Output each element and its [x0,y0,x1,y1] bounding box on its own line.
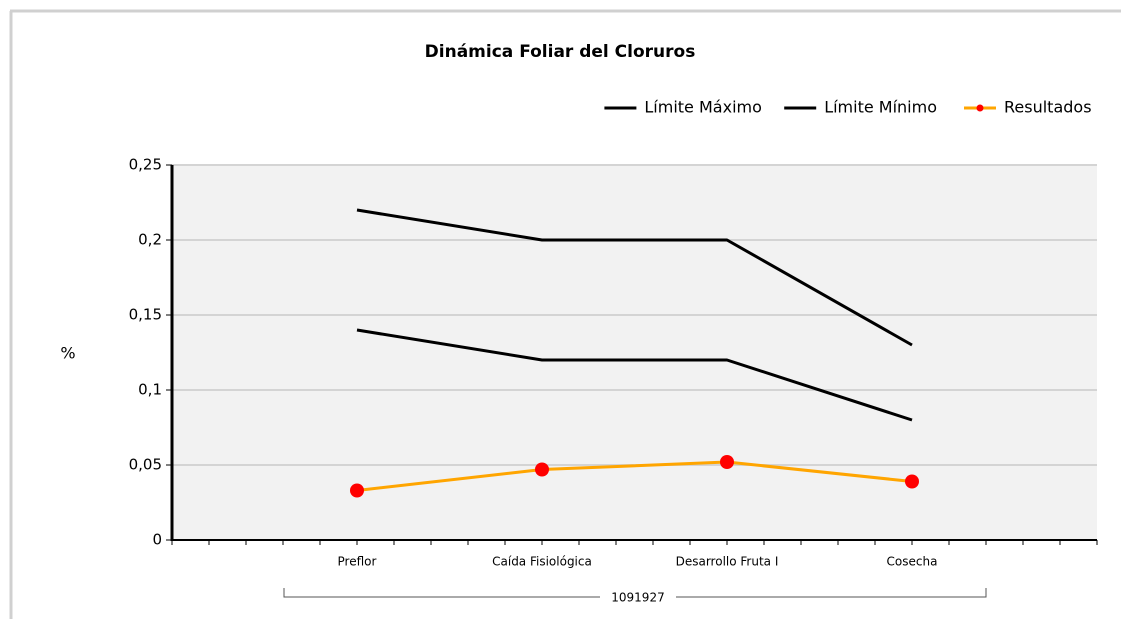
series-line [356,208,913,347]
x-tick-label: Cosecha [887,555,938,569]
x-tick-label: Caída Fisiológica [492,555,592,569]
x-tick-label: Preflor [338,555,377,569]
y-axis-label: % [60,344,75,363]
group-label-bg [600,588,676,606]
marker [905,474,919,489]
series-line [356,460,913,492]
x-tick-label: Desarrollo Fruta I [676,555,779,569]
y-tick-label: 0 [152,531,162,549]
legend-label: Resultados [1004,98,1092,117]
y-tick-label: 0,25 [129,156,162,174]
y-tick-label: 0,1 [138,381,162,399]
y-tick-label: 0,05 [129,456,162,474]
plot-area [172,165,1097,540]
marker [720,455,734,469]
chart-title: Dinámica Foliar del Cloruros [425,42,696,62]
marker [535,462,549,477]
legend-marker [976,104,984,112]
legend-label: Límite Máximo [644,98,762,117]
y-tick-label: 0,2 [138,231,162,249]
legend-label: Límite Mínimo [824,98,937,117]
group-label: 1091927 [611,591,664,605]
y-tick-label: 0,15 [129,306,162,324]
series-line [356,328,913,422]
marker [350,483,364,498]
